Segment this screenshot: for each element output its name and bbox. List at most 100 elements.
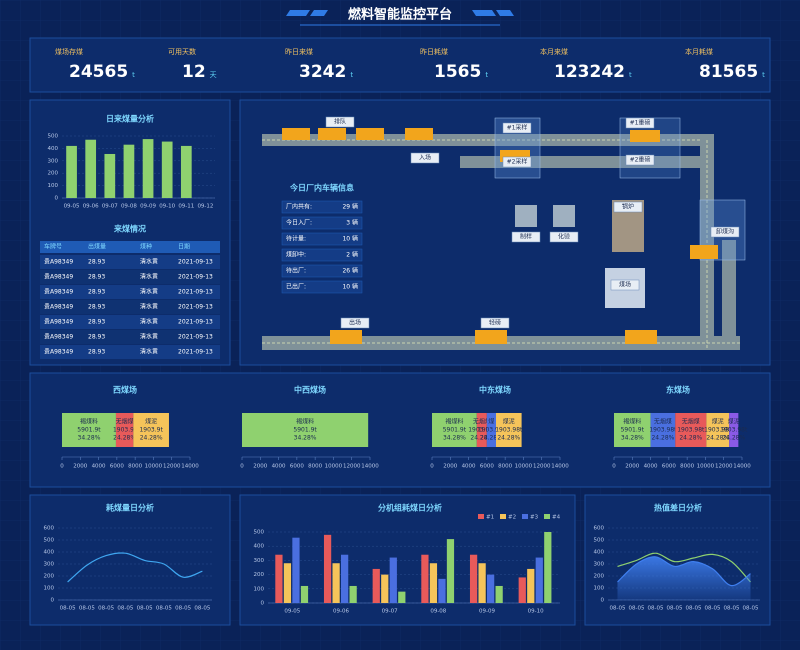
kpi-label: 可用天数	[168, 47, 196, 56]
bar	[142, 139, 154, 198]
scene-tag	[480, 317, 510, 329]
x-tick-label: 6000	[662, 464, 676, 470]
x-tick-label: 0	[240, 464, 244, 470]
x-tick-label: 09-07	[102, 204, 118, 210]
bar	[332, 563, 340, 603]
table-cell: 清水黄	[140, 333, 158, 341]
info-label: 今日入厂:	[286, 219, 312, 227]
segment-label: 褐煤料	[296, 418, 314, 426]
table-cell: 贵A98349	[44, 348, 73, 356]
table-cell: 28.93	[88, 319, 105, 326]
table-cell: 2021-09-13	[178, 334, 213, 341]
trucks	[282, 128, 718, 344]
table-cell: 2021-09-13	[178, 319, 213, 326]
x-tick-label: 08-05	[724, 606, 740, 612]
x-tick-label: 08-05	[610, 606, 626, 612]
table-header-cell: 日期	[178, 243, 190, 251]
scene-label: 化验	[558, 233, 570, 241]
kpi-label: 本月来煤	[540, 47, 568, 56]
table-cell: 清水黄	[140, 288, 158, 296]
bar-segment	[675, 413, 707, 447]
scene-label: #2采样	[507, 158, 528, 166]
kpi-value: 1565	[434, 62, 481, 82]
x-tick-label: 08-05	[98, 606, 114, 612]
y-tick-label: 400	[44, 550, 55, 556]
scene-tag	[710, 226, 740, 238]
y-tick-label: 100	[48, 183, 59, 189]
y-tick-label: 400	[594, 550, 605, 556]
bar	[421, 554, 429, 603]
x-tick-label: 08-05	[667, 606, 683, 612]
segment-label: 34.28%	[621, 435, 644, 442]
x-tick-label: 12000	[715, 464, 733, 470]
scene-label: 排队	[334, 118, 346, 126]
bar	[389, 557, 397, 603]
segment-label: 24.28%	[470, 435, 493, 442]
kpi-unit: 天	[210, 71, 217, 79]
table-cell: 28.93	[88, 259, 105, 266]
scene-label: 轻磅	[489, 319, 501, 327]
y-tick-label: 500	[254, 530, 265, 536]
y-tick-label: 0	[261, 601, 265, 607]
segment-label: 1903.9t	[113, 427, 137, 434]
x-tick-label: 09-07	[382, 609, 398, 615]
x-tick-label: 08-05	[648, 606, 664, 612]
bar	[487, 574, 495, 603]
y-tick-label: 300	[254, 558, 265, 564]
bar	[85, 139, 97, 198]
table-cell: 清水黄	[140, 258, 158, 266]
x-tick-label: 09-10	[528, 609, 544, 615]
heat-panel	[584, 494, 771, 626]
segment-label: 煤泥	[145, 418, 157, 426]
segment-label: 34.28%	[294, 435, 317, 442]
bar	[446, 539, 455, 603]
x-tick-label: 12000	[163, 464, 181, 470]
panel-title: 中西煤场	[294, 385, 326, 395]
x-tick-label: 09-05	[64, 204, 80, 210]
info-value: 3 辆	[346, 219, 358, 227]
x-tick-label: 09-12	[197, 204, 213, 210]
bar	[398, 591, 406, 603]
segment-label: 无烟煤	[682, 418, 700, 426]
legend-swatch	[544, 514, 550, 519]
y-tick-label: 500	[48, 134, 59, 140]
legend-label: #2	[508, 515, 516, 521]
table-cell: 贵A98349	[44, 273, 73, 281]
segment-label: 34.28%	[443, 435, 466, 442]
x-tick-label: 08-05	[117, 606, 133, 612]
kpi-value: 123242	[554, 62, 625, 82]
bar-segment	[486, 413, 496, 447]
bar-segment	[614, 413, 651, 447]
table-cell: 28.93	[88, 334, 105, 341]
area	[617, 556, 751, 600]
kpi-label: 本月耗煤	[685, 47, 713, 56]
info-label: 待计量:	[286, 235, 306, 243]
table-cell: 2021-09-13	[178, 289, 213, 296]
x-tick-label: 0	[612, 464, 616, 470]
scene-tag	[502, 156, 532, 168]
info-value: 26 辆	[342, 267, 358, 275]
x-tick-label: 10000	[515, 464, 533, 470]
info-row	[281, 248, 363, 262]
x-tick-label: 0	[430, 464, 434, 470]
x-tick-label: 08-05	[686, 606, 702, 612]
kpi-unit: t	[132, 71, 135, 79]
panel-title: 中东煤场	[479, 385, 511, 395]
scene-art	[262, 117, 746, 350]
bar	[438, 578, 446, 603]
segment-label: 5901.9t	[77, 427, 101, 434]
table-cell: 清水黄	[140, 273, 158, 281]
x-tick-label: 6000	[480, 464, 494, 470]
bar	[381, 574, 389, 603]
x-tick-label: 08-05	[705, 606, 721, 612]
x-tick-label: 4000	[462, 464, 476, 470]
x-tick-label: 08-05	[175, 606, 191, 612]
table-header-cell: 车牌号	[44, 243, 62, 251]
bar	[180, 145, 192, 198]
table-cell: 28.93	[88, 304, 105, 311]
info-row	[281, 280, 363, 294]
page-title: 燃料智能监控平台	[348, 7, 452, 23]
x-tick-label: 08-05	[137, 606, 153, 612]
scene-tag	[325, 116, 355, 128]
